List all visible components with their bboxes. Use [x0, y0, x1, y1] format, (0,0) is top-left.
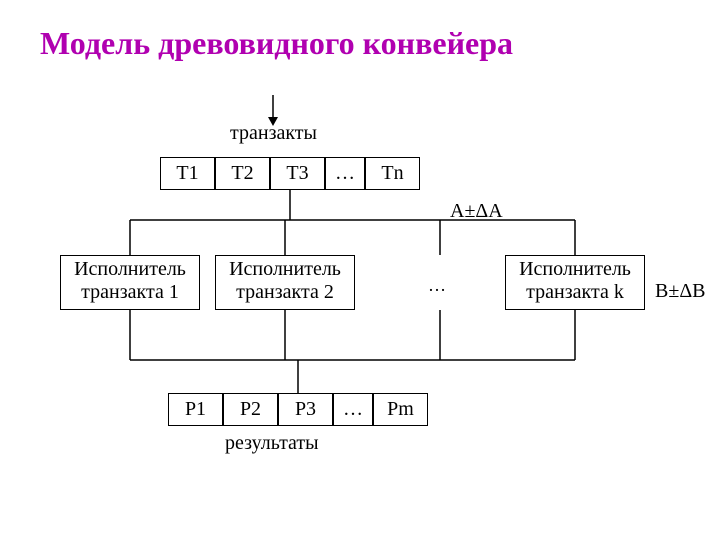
executor-line2: транзакта 2: [236, 281, 334, 303]
executor-box: Исполнитель транзакта 2: [215, 255, 355, 310]
result-cell: …: [333, 393, 373, 426]
transact-cell: …: [325, 157, 365, 190]
transact-cell: T3: [270, 157, 325, 190]
diagram-title: Модель древовидного конвейера: [40, 25, 513, 62]
executor-box: Исполнитель транзакта 1: [60, 255, 200, 310]
executor-line1: Исполнитель: [519, 258, 631, 280]
label-transacts: транзакты: [230, 122, 317, 145]
executor-line2: транзакта 1: [81, 281, 179, 303]
label-a: A±ΔA: [450, 200, 503, 223]
executor-line2: транзакта k: [526, 281, 624, 303]
executor-ellipsis: …: [428, 275, 446, 296]
result-cell: P2: [223, 393, 278, 426]
transact-cell: T2: [215, 157, 270, 190]
executor-line1: Исполнитель: [229, 258, 341, 280]
transact-cell: Tn: [365, 157, 420, 190]
executor-line1: Исполнитель: [74, 258, 186, 280]
transact-cell: T1: [160, 157, 215, 190]
label-results: результаты: [225, 432, 319, 455]
result-cell: P1: [168, 393, 223, 426]
label-b: B±ΔB: [655, 280, 706, 303]
executor-box: Исполнитель транзакта k: [505, 255, 645, 310]
result-cell: P3: [278, 393, 333, 426]
result-cell: Pm: [373, 393, 428, 426]
